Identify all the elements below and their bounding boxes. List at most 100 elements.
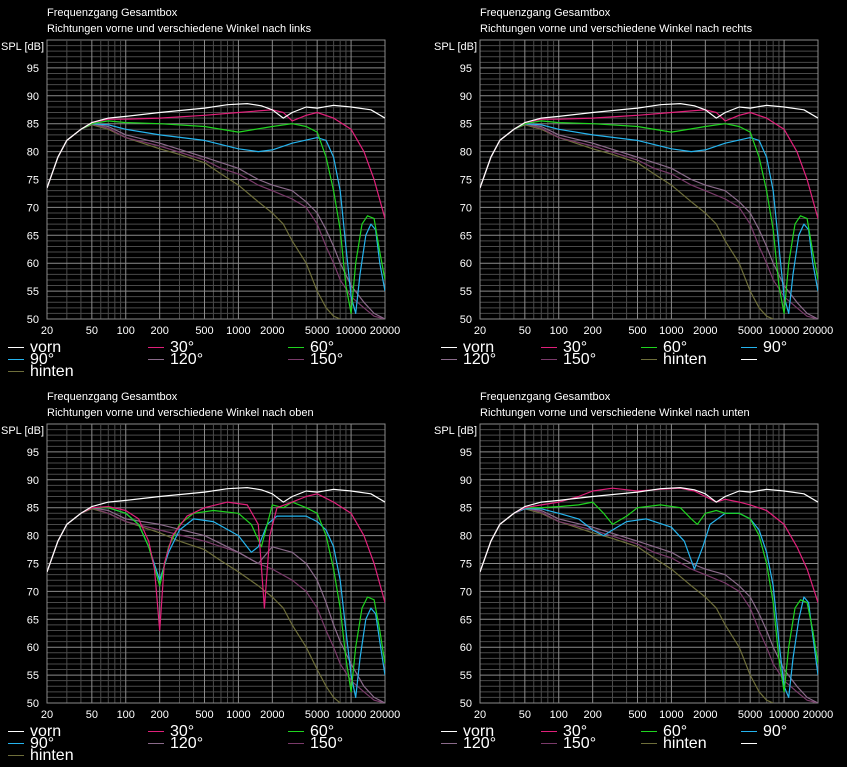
legend-label: vorn	[463, 723, 495, 740]
x-tick-label: 200	[150, 709, 168, 721]
x-tick-label: 100	[117, 709, 135, 721]
x-tick-label: 2000	[260, 709, 284, 721]
chart-panel-oben: Frequenzgang Gesamtbox Richtungen vorne …	[0, 384, 420, 764]
y-tick-label: 80	[27, 147, 39, 159]
series-line-vorn	[47, 486, 385, 573]
legend-item-30: 30°	[541, 724, 587, 740]
y-tick-label: 70	[27, 586, 39, 598]
legend-swatch	[8, 371, 24, 373]
legend-swatch	[8, 743, 24, 745]
legend-swatch	[641, 743, 657, 745]
x-tick-label: 500	[628, 709, 646, 721]
series-line-vorn	[480, 486, 818, 573]
y-tick-label: 75	[460, 175, 472, 187]
y-axis-label: SPL [dB]	[434, 41, 477, 53]
legend-item-30: 30°	[148, 723, 195, 740]
y-tick-label: 95	[460, 447, 472, 459]
legend-swatch	[541, 731, 557, 733]
y-tick-label: 95	[460, 63, 472, 75]
legend-item-60: 60°	[641, 339, 688, 356]
series-line-30	[47, 493, 385, 632]
legend-swatch	[8, 359, 24, 361]
legend-swatch	[288, 347, 304, 349]
y-tick-label: 60	[460, 258, 472, 270]
legend-swatch	[288, 743, 304, 745]
y-axis-label: SPL [dB]	[1, 425, 44, 437]
legend-swatch	[288, 359, 304, 361]
legend-label: 120°	[170, 735, 204, 752]
x-tick-label: 20000	[803, 325, 834, 337]
y-tick-label: 50	[27, 314, 39, 326]
legend-item-vorn: vorn	[8, 724, 61, 740]
y-tick-label: 90	[27, 475, 39, 487]
legend-label: 30°	[563, 339, 588, 356]
y-tick-label: 50	[460, 314, 472, 326]
legend-label: 90°	[763, 339, 788, 356]
legend-item-hinten: hinten	[641, 736, 707, 752]
legend-label: 150°	[563, 351, 597, 368]
legend-swatch	[641, 359, 657, 361]
legend-label: 120°	[170, 351, 204, 368]
legend-item-120: 120°	[148, 735, 204, 752]
legend-item-hinten: hinten	[8, 748, 74, 764]
series-line-90	[480, 508, 818, 698]
x-tick-label: 500	[195, 325, 213, 337]
series-line-60	[480, 501, 818, 693]
y-tick-label: 90	[460, 475, 472, 487]
y-tick-label: 70	[460, 202, 472, 214]
chart-title: Frequenzgang Gesamtbox	[480, 391, 611, 403]
y-tick-label: 80	[460, 531, 472, 543]
y-axis-label: SPL [dB]	[1, 41, 44, 53]
legend-item-extra	[741, 354, 763, 366]
y-tick-label: 85	[460, 119, 472, 131]
chart-panel-rechts: Frequenzgang Gesamtbox Richtungen vorne …	[433, 0, 847, 380]
legend-item-150: 150°	[288, 352, 343, 368]
y-tick-label: 75	[27, 175, 39, 187]
y-tick-label: 70	[27, 202, 39, 214]
y-tick-label: 95	[27, 447, 39, 459]
y-tick-label: 55	[460, 670, 472, 682]
x-tick-label: 50	[519, 325, 531, 337]
y-tick-label: 60	[460, 642, 472, 654]
x-tick-label: 5000	[305, 709, 329, 721]
x-tick-label: 1000	[659, 325, 683, 337]
legend-swatch	[741, 359, 757, 361]
y-tick-label: 90	[460, 91, 472, 103]
x-tick-label: 20	[41, 709, 53, 721]
legend-item-90: 90°	[741, 724, 787, 740]
x-tick-label: 2000	[693, 325, 717, 337]
y-tick-label: 60	[27, 642, 39, 654]
x-tick-label: 500	[628, 325, 646, 337]
x-tick-label: 10000	[769, 325, 800, 337]
x-tick-label: 5000	[738, 709, 762, 721]
y-tick-label: 60	[27, 258, 39, 270]
x-tick-label: 2000	[260, 325, 284, 337]
legend-swatch	[8, 731, 24, 733]
x-tick-label: 1000	[659, 709, 683, 721]
legend-swatch	[148, 359, 164, 361]
x-tick-label: 10000	[336, 325, 367, 337]
x-tick-label: 50	[86, 325, 98, 337]
series-line-90	[47, 123, 385, 314]
legend-item-30: 30°	[148, 340, 194, 356]
y-tick-label: 95	[27, 63, 39, 75]
chart-subtitle: Richtungen vorne und verschiedene Winkel…	[480, 407, 750, 419]
legend-item-vorn: vorn	[441, 723, 495, 740]
x-tick-label: 200	[583, 709, 601, 721]
legend-swatch	[641, 347, 657, 349]
x-tick-label: 20	[41, 325, 53, 337]
y-tick-label: 55	[27, 670, 39, 682]
legend-label: 60°	[663, 339, 688, 356]
x-tick-label: 20000	[370, 709, 401, 721]
legend-swatch	[741, 743, 757, 745]
legend-swatch	[541, 743, 557, 745]
x-tick-label: 10000	[769, 709, 800, 721]
x-tick-label: 10000	[336, 709, 367, 721]
legend-label: 30°	[170, 723, 195, 740]
chart-subtitle: Richtungen vorne und verschiedene Winkel…	[47, 23, 312, 35]
series-line-vorn	[480, 102, 818, 189]
legend-item-150: 150°	[288, 736, 343, 752]
chart-title: Frequenzgang Gesamtbox	[47, 391, 178, 403]
legend-swatch	[8, 347, 24, 349]
